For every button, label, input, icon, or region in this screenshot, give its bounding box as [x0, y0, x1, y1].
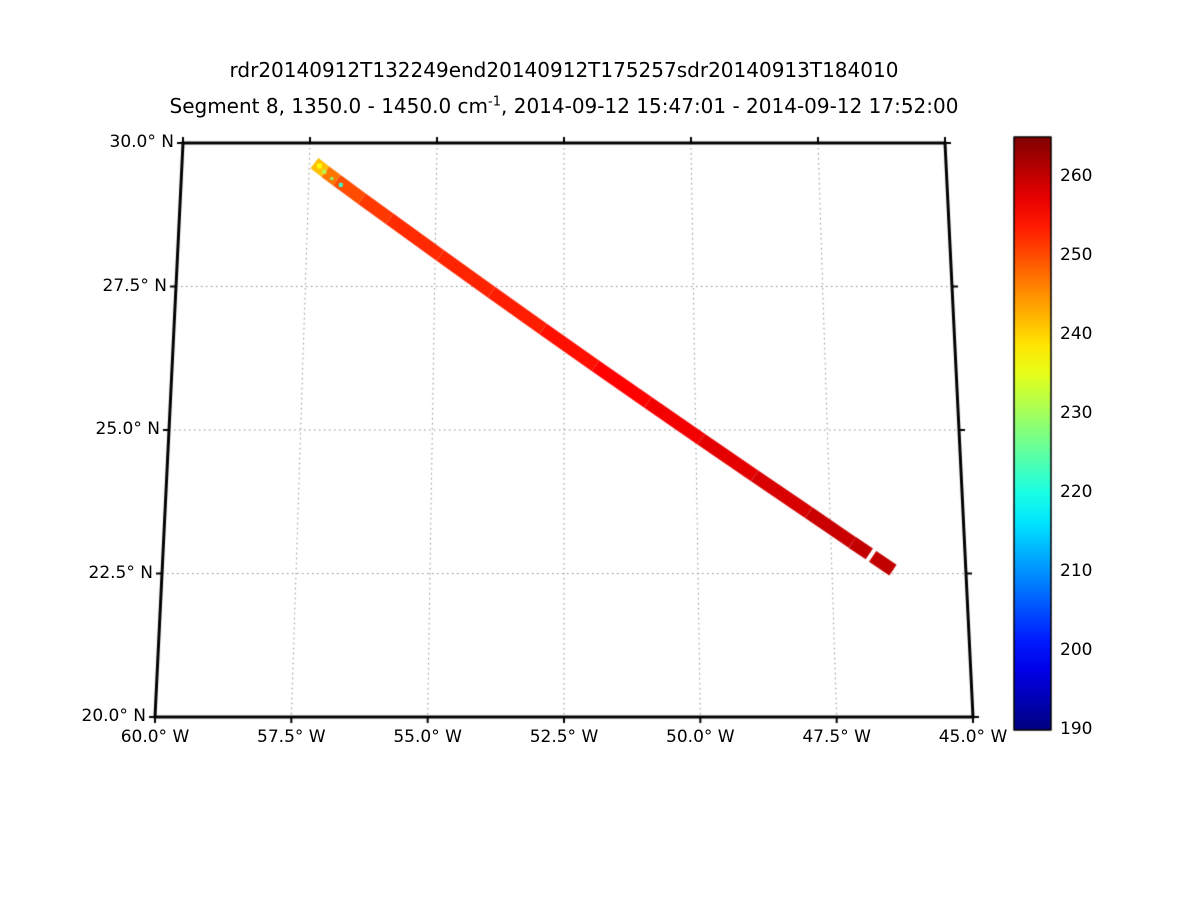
- colorbar-tick-label: 260: [1060, 165, 1093, 186]
- colorbar-tick-label: 200: [1060, 639, 1093, 660]
- colorbar-tick-label: 190: [1060, 719, 1093, 739]
- lon-tick-label: 50.0° W: [666, 727, 735, 747]
- lat-tick-label: 20.0° N: [81, 706, 146, 726]
- colorbar-tick-label: 220: [1060, 481, 1093, 502]
- colorbar-tick-label: 240: [1060, 323, 1093, 344]
- lon-tick-label: 57.5° W: [257, 727, 326, 747]
- lat-tick-label: 30.0° N: [109, 132, 174, 152]
- subtitle-superscript: -1: [488, 94, 501, 110]
- colorbar-tick-label: 210: [1060, 560, 1093, 581]
- lon-tick-label: 45.0° W: [938, 727, 1008, 747]
- lon-tick-label: 47.5° W: [802, 727, 871, 747]
- lat-tick-label: 22.5° N: [88, 562, 153, 583]
- lon-tick-label: 60.0° W: [120, 727, 190, 747]
- colorbar-tick-label: 230: [1060, 402, 1093, 423]
- lon-tick-label: 55.0° W: [393, 727, 462, 747]
- colorbar-tick-label: 250: [1060, 244, 1093, 265]
- lat-tick-label: 25.0° N: [95, 419, 160, 439]
- subtitle-prefix: Segment 8, 1350.0 - 1450.0 cm: [169, 94, 489, 118]
- chart-subtitle: Segment 8, 1350.0 - 1450.0 cm-1, 2014-09…: [0, 94, 1128, 118]
- lat-tick-label: 27.5° N: [102, 275, 167, 296]
- subtitle-suffix: , 2014-09-12 15:47:01 - 2014-09-12 17:52…: [501, 94, 959, 118]
- chart-title: rdr20140912T132249end20140912T175257sdr2…: [229, 58, 899, 82]
- lon-tick-label: 52.5° W: [529, 727, 599, 747]
